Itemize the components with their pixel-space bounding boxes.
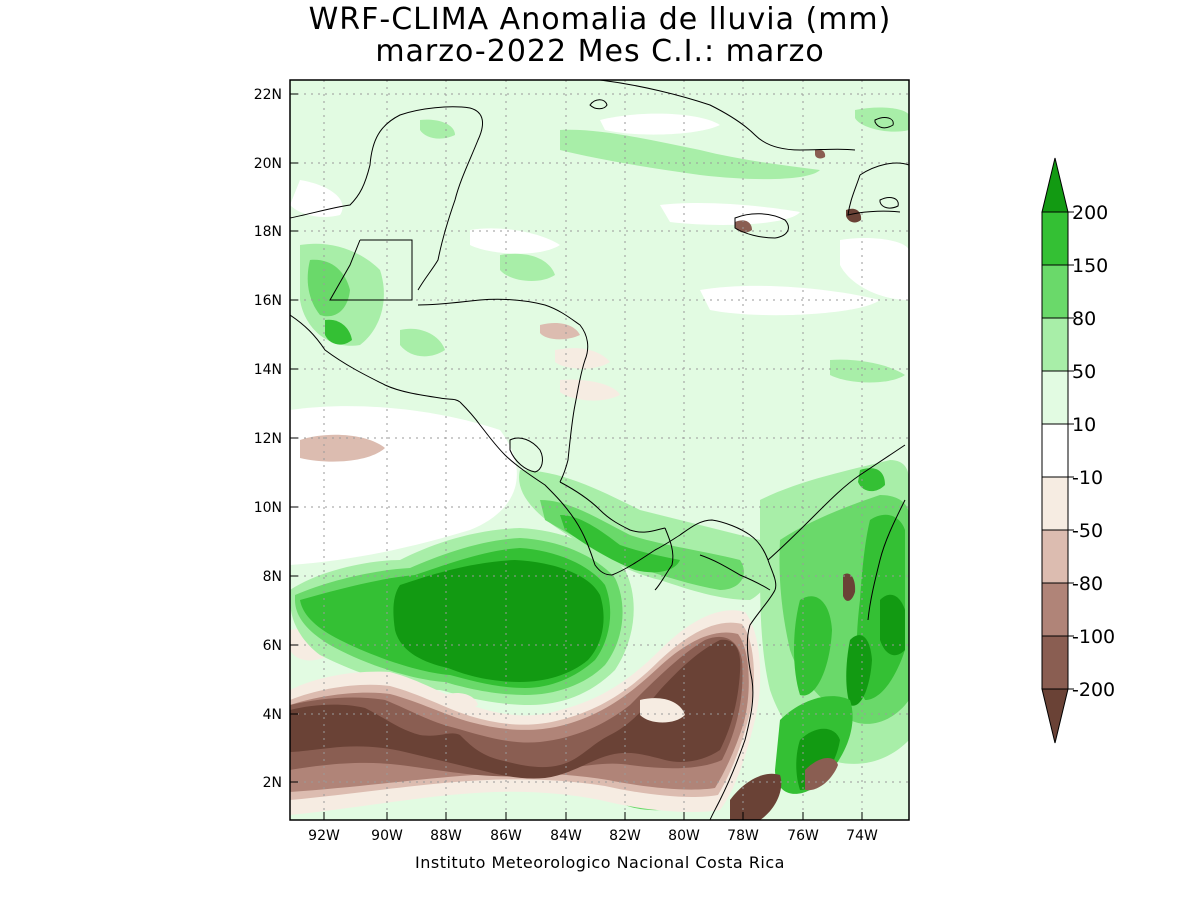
colorbar-segment xyxy=(1041,370,1069,425)
latitude-labels: 22N 20N 18N 16N 14N 12N 10N 8N 6N 4N 2N xyxy=(254,87,282,791)
lat-label: 14N xyxy=(254,362,282,378)
anomaly-field xyxy=(290,80,909,820)
lat-label: 2N xyxy=(263,775,282,791)
colorbar-label: 200 xyxy=(1072,202,1108,224)
colorbar: 200 150 80 50 10 -10 -50 -80 -100 -200 xyxy=(1041,157,1115,744)
colorbar-segment xyxy=(1041,476,1069,531)
lat-label: 18N xyxy=(254,224,282,240)
lat-label: 22N xyxy=(254,87,282,103)
grid-lines xyxy=(290,80,909,820)
lat-label: 10N xyxy=(254,500,282,516)
lon-label: 76W xyxy=(787,828,819,844)
longitude-labels: 92W 90W 88W 86W 84W 82W 80W 78W 76W 74W xyxy=(308,828,878,844)
lon-label: 86W xyxy=(490,828,522,844)
colorbar-segment xyxy=(1041,529,1069,584)
lon-label: 82W xyxy=(609,828,641,844)
lon-label: 78W xyxy=(727,828,759,844)
colorbar-bottom-arrow xyxy=(1041,688,1069,744)
coastlines xyxy=(290,80,909,820)
map-title: WRF-CLIMA Anomalia de lluvia (mm) xyxy=(308,2,892,37)
colorbar-segment xyxy=(1041,317,1069,372)
colorbar-segment xyxy=(1041,423,1069,478)
colorbar-segment xyxy=(1041,211,1069,266)
lat-label: 6N xyxy=(263,638,282,654)
lon-label: 84W xyxy=(550,828,582,844)
lon-label: 74W xyxy=(846,828,878,844)
lat-label: 16N xyxy=(254,293,282,309)
colorbar-label: 150 xyxy=(1072,255,1108,277)
map-frame xyxy=(289,79,910,821)
colorbar-segment xyxy=(1041,264,1069,319)
colorbar-label: 10 xyxy=(1072,414,1096,436)
colorbar-label: -100 xyxy=(1072,626,1115,648)
colorbar-segment xyxy=(1041,582,1069,637)
colorbar-label: -10 xyxy=(1072,467,1103,489)
colorbar-label: -80 xyxy=(1072,573,1103,595)
map-subtitle: marzo-2022 Mes C.I.: marzo xyxy=(375,34,825,69)
lat-label: 4N xyxy=(263,707,282,723)
lat-label: 20N xyxy=(254,156,282,172)
colorbar-label: -200 xyxy=(1072,679,1115,701)
axis-ticks xyxy=(290,93,863,820)
colorbar-label: 80 xyxy=(1072,308,1096,330)
lon-label: 88W xyxy=(430,828,462,844)
colorbar-label: -50 xyxy=(1072,520,1103,542)
lon-label: 80W xyxy=(668,828,700,844)
lon-label: 92W xyxy=(308,828,340,844)
lat-label: 8N xyxy=(263,569,282,585)
colorbar-label: 50 xyxy=(1072,361,1096,383)
lat-label: 12N xyxy=(254,431,282,447)
lon-label: 90W xyxy=(371,828,403,844)
colorbar-top-arrow xyxy=(1041,157,1069,213)
colorbar-segment xyxy=(1041,635,1069,690)
credit-footer: Instituto Meteorologico Nacional Costa R… xyxy=(415,853,785,872)
